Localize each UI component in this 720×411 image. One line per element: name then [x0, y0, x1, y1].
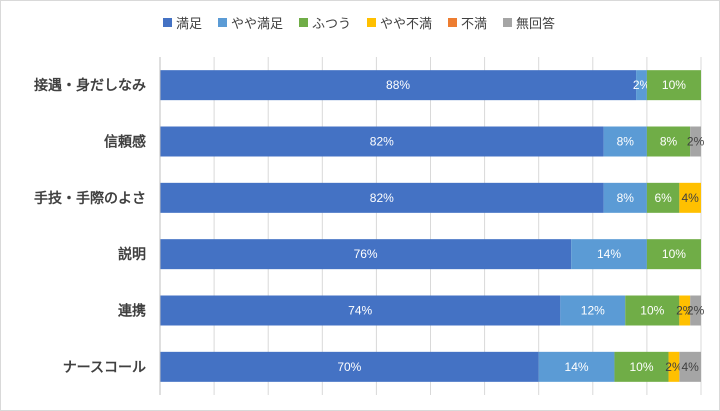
bar-segment — [160, 239, 572, 270]
data-label: 2% — [687, 304, 705, 318]
legend-item: やや満足 — [217, 13, 283, 32]
bar-segment — [646, 182, 680, 213]
data-label: 10% — [640, 304, 664, 318]
data-label: 4% — [682, 360, 700, 374]
legend-item: ふつう — [298, 13, 351, 32]
bar-segment — [679, 182, 701, 213]
bar-segment — [646, 70, 701, 101]
bar-segment — [646, 239, 701, 270]
data-label: 2% — [687, 135, 705, 149]
data-label: 2% — [676, 304, 694, 318]
bar-segment — [625, 295, 680, 326]
legend-swatch — [367, 17, 376, 27]
bar-segment — [160, 126, 604, 157]
bar-segment — [603, 182, 647, 213]
category-label: 説明 — [118, 246, 146, 263]
legend-label: 不満 — [461, 16, 488, 32]
data-label: 6% — [654, 191, 672, 205]
data-label: 14% — [597, 247, 621, 261]
category-label: 信頼感 — [104, 134, 146, 151]
data-label: 74% — [348, 304, 372, 318]
legend-item: 不満 — [448, 13, 487, 32]
bar-segment — [679, 351, 701, 382]
data-label: 10% — [662, 247, 686, 261]
legend-swatch — [217, 17, 227, 27]
legend-item: 無回答 — [503, 13, 555, 32]
data-label: 4% — [682, 191, 700, 205]
data-label: 12% — [581, 304, 605, 318]
data-label: 76% — [354, 247, 378, 261]
bar-segment — [160, 295, 561, 326]
category-label: 連携 — [118, 303, 146, 320]
legend-label: 満足 — [175, 16, 202, 32]
bar-segment — [560, 295, 626, 326]
data-label: 10% — [662, 78, 686, 92]
data-label: 70% — [337, 360, 361, 374]
category-label: 手技・手際のよさ — [34, 190, 146, 207]
bar-segment — [690, 126, 701, 157]
legend-swatch — [448, 17, 458, 27]
chart-legend: 満足 やや満足 ふつう やや不満 不満 無回答 — [0, 10, 718, 34]
data-label: 2% — [665, 360, 683, 374]
bar-segment — [614, 351, 669, 382]
data-label: 88% — [386, 78, 410, 92]
bar-segment — [679, 295, 691, 326]
data-label: 82% — [370, 135, 394, 149]
data-label: 8% — [617, 135, 635, 149]
legend-swatch — [162, 17, 172, 27]
legend-item: 満足 — [162, 13, 202, 32]
data-label: 14% — [565, 360, 589, 374]
legend-label: やや満足 — [230, 16, 283, 32]
legend-item: やや不満 — [367, 13, 432, 32]
legend-swatch — [503, 17, 513, 27]
data-label: 10% — [629, 360, 653, 374]
bar-segment — [160, 182, 604, 213]
bar-segment — [668, 351, 680, 382]
legend-swatch — [298, 17, 308, 27]
data-label: 8% — [617, 191, 635, 205]
bar-segment — [646, 126, 691, 157]
data-label: 82% — [370, 191, 394, 205]
data-label: 8% — [660, 135, 678, 149]
bar-segment — [690, 295, 701, 326]
bar-segment — [603, 126, 647, 157]
legend-label: 無回答 — [516, 16, 556, 32]
bar-segment — [538, 351, 615, 382]
category-label: ナースコール — [63, 360, 146, 376]
bar-segment — [160, 70, 637, 101]
bar-segment — [571, 239, 647, 270]
legend-label: ふつう — [311, 16, 351, 32]
bar-segment — [160, 351, 539, 382]
bar-segment — [636, 70, 647, 101]
data-label: 2% — [633, 78, 651, 92]
legend-label: やや不満 — [380, 16, 433, 32]
category-label: 接遇・身だしなみ — [34, 77, 146, 94]
